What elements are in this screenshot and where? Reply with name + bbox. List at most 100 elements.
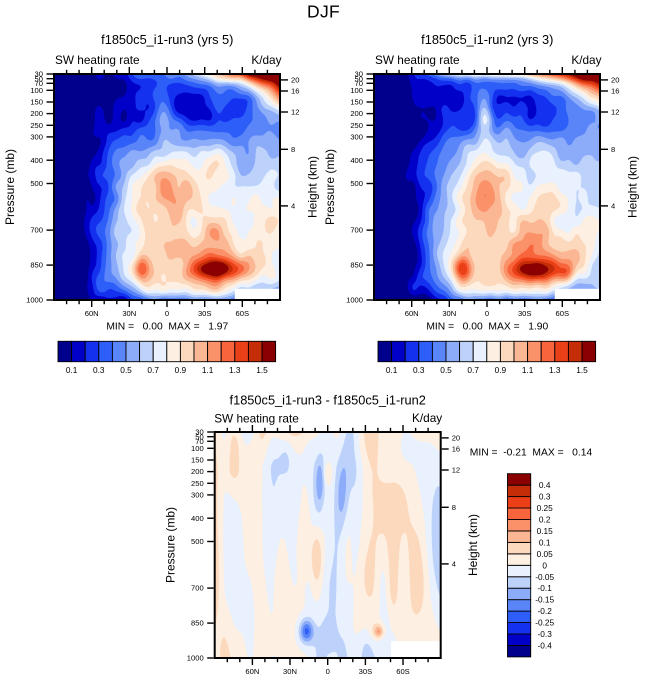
svg-text:MIN = -0.21 MAX = 0.14: MIN = -0.21 MAX = 0.14: [470, 447, 593, 458]
svg-text:20: 20: [452, 434, 460, 443]
svg-text:30S: 30S: [518, 309, 532, 318]
svg-text:150: 150: [191, 456, 204, 465]
svg-text:300: 300: [191, 491, 204, 500]
svg-text:850: 850: [191, 619, 204, 628]
svg-text:K/day: K/day: [571, 53, 601, 67]
svg-text:1.5: 1.5: [576, 365, 588, 375]
svg-text:0.4: 0.4: [539, 480, 551, 490]
svg-text:100: 100: [30, 86, 43, 95]
svg-text:0.1: 0.1: [539, 537, 551, 547]
svg-text:400: 400: [350, 156, 363, 165]
svg-text:850: 850: [30, 261, 43, 270]
svg-text:-0.1: -0.1: [538, 583, 553, 593]
svg-text:f1850c5_i1-run2 (yrs 3): f1850c5_i1-run2 (yrs 3): [421, 32, 553, 47]
svg-text:f1850c5_i1-run3 (yrs 5): f1850c5_i1-run3 (yrs 5): [101, 32, 233, 47]
svg-text:0.9: 0.9: [175, 365, 187, 375]
svg-text:30N: 30N: [442, 309, 456, 318]
svg-text:500: 500: [30, 179, 43, 188]
svg-text:20: 20: [291, 76, 299, 85]
svg-text:60S: 60S: [396, 667, 410, 676]
svg-text:12: 12: [611, 108, 619, 117]
svg-text:150: 150: [350, 98, 363, 107]
svg-text:8: 8: [452, 503, 456, 512]
svg-text:0.1: 0.1: [386, 365, 398, 375]
svg-text:-0.2: -0.2: [538, 606, 553, 616]
svg-text:70: 70: [35, 79, 43, 88]
svg-text:0.7: 0.7: [467, 365, 479, 375]
svg-text:200: 200: [191, 467, 204, 476]
svg-text:30: 30: [355, 70, 363, 79]
svg-text:60N: 60N: [245, 667, 259, 676]
svg-text:200: 200: [350, 109, 363, 118]
svg-text:1.3: 1.3: [229, 365, 241, 375]
svg-text:50: 50: [355, 74, 363, 83]
svg-text:50: 50: [195, 432, 203, 441]
svg-text:SW heating rate: SW heating rate: [375, 53, 460, 67]
svg-text:SW heating rate: SW heating rate: [55, 53, 140, 67]
svg-text:60S: 60S: [236, 309, 250, 318]
svg-text:16: 16: [452, 445, 460, 454]
svg-text:K/day: K/day: [251, 53, 281, 67]
svg-text:700: 700: [30, 226, 43, 235]
svg-text:0.3: 0.3: [413, 365, 425, 375]
svg-text:8: 8: [611, 145, 615, 154]
svg-text:30N: 30N: [283, 667, 297, 676]
svg-text:4: 4: [611, 202, 615, 211]
svg-text:30S: 30S: [198, 309, 212, 318]
svg-text:16: 16: [611, 87, 619, 96]
svg-text:MIN = 0.00 MAX = 1.97: MIN = 0.00 MAX = 1.97: [106, 322, 228, 333]
svg-text:0.25: 0.25: [537, 503, 554, 513]
svg-text:60S: 60S: [556, 309, 570, 318]
svg-text:300: 300: [30, 133, 43, 142]
svg-text:500: 500: [191, 537, 204, 546]
svg-text:30S: 30S: [359, 667, 373, 676]
svg-text:-0.3: -0.3: [538, 629, 553, 639]
svg-text:0.9: 0.9: [495, 365, 507, 375]
svg-text:70: 70: [355, 79, 363, 88]
svg-text:100: 100: [191, 444, 204, 453]
svg-text:60N: 60N: [405, 309, 419, 318]
svg-text:200: 200: [30, 109, 43, 118]
svg-text:250: 250: [30, 121, 43, 130]
svg-text:12: 12: [291, 108, 299, 117]
svg-text:20: 20: [611, 76, 619, 85]
svg-text:500: 500: [350, 179, 363, 188]
svg-text:16: 16: [291, 87, 299, 96]
svg-text:0: 0: [165, 309, 169, 318]
svg-text:-0.15: -0.15: [535, 595, 554, 605]
svg-text:8: 8: [291, 145, 295, 154]
svg-text:MIN = 0.00 MAX = 1.90: MIN = 0.00 MAX = 1.90: [426, 322, 548, 333]
svg-text:0.5: 0.5: [440, 365, 452, 375]
svg-text:50: 50: [35, 74, 43, 83]
svg-text:K/day: K/day: [412, 411, 442, 425]
svg-text:12: 12: [452, 466, 460, 475]
svg-text:1.5: 1.5: [256, 365, 268, 375]
svg-text:Height (km): Height (km): [625, 156, 639, 218]
svg-text:1.3: 1.3: [549, 365, 561, 375]
svg-text:1.1: 1.1: [522, 365, 534, 375]
svg-text:0.3: 0.3: [539, 492, 551, 502]
svg-text:700: 700: [350, 226, 363, 235]
svg-text:0.05: 0.05: [537, 549, 554, 559]
svg-text:400: 400: [30, 156, 43, 165]
svg-text:0.3: 0.3: [93, 365, 105, 375]
svg-text:100: 100: [350, 86, 363, 95]
svg-text:1000: 1000: [26, 296, 43, 305]
svg-text:0: 0: [485, 309, 489, 318]
svg-text:1000: 1000: [187, 654, 204, 663]
svg-text:-0.4: -0.4: [538, 641, 553, 651]
svg-text:30: 30: [35, 70, 43, 79]
svg-text:30: 30: [195, 428, 203, 437]
svg-text:300: 300: [350, 133, 363, 142]
svg-text:70: 70: [195, 437, 203, 446]
svg-text:850: 850: [350, 261, 363, 270]
svg-text:DJF: DJF: [307, 1, 340, 21]
svg-text:f1850c5_i1-run3 - f1850c5_i1-r: f1850c5_i1-run3 - f1850c5_i1-run2: [230, 393, 426, 408]
svg-text:30N: 30N: [122, 309, 136, 318]
svg-text:SW heating rate: SW heating rate: [214, 412, 299, 426]
svg-text:Height (km): Height (km): [466, 514, 480, 576]
svg-text:Pressure (mb): Pressure (mb): [323, 149, 337, 225]
svg-text:400: 400: [191, 514, 204, 523]
svg-text:0.1: 0.1: [66, 365, 78, 375]
svg-text:-0.05: -0.05: [535, 572, 554, 582]
